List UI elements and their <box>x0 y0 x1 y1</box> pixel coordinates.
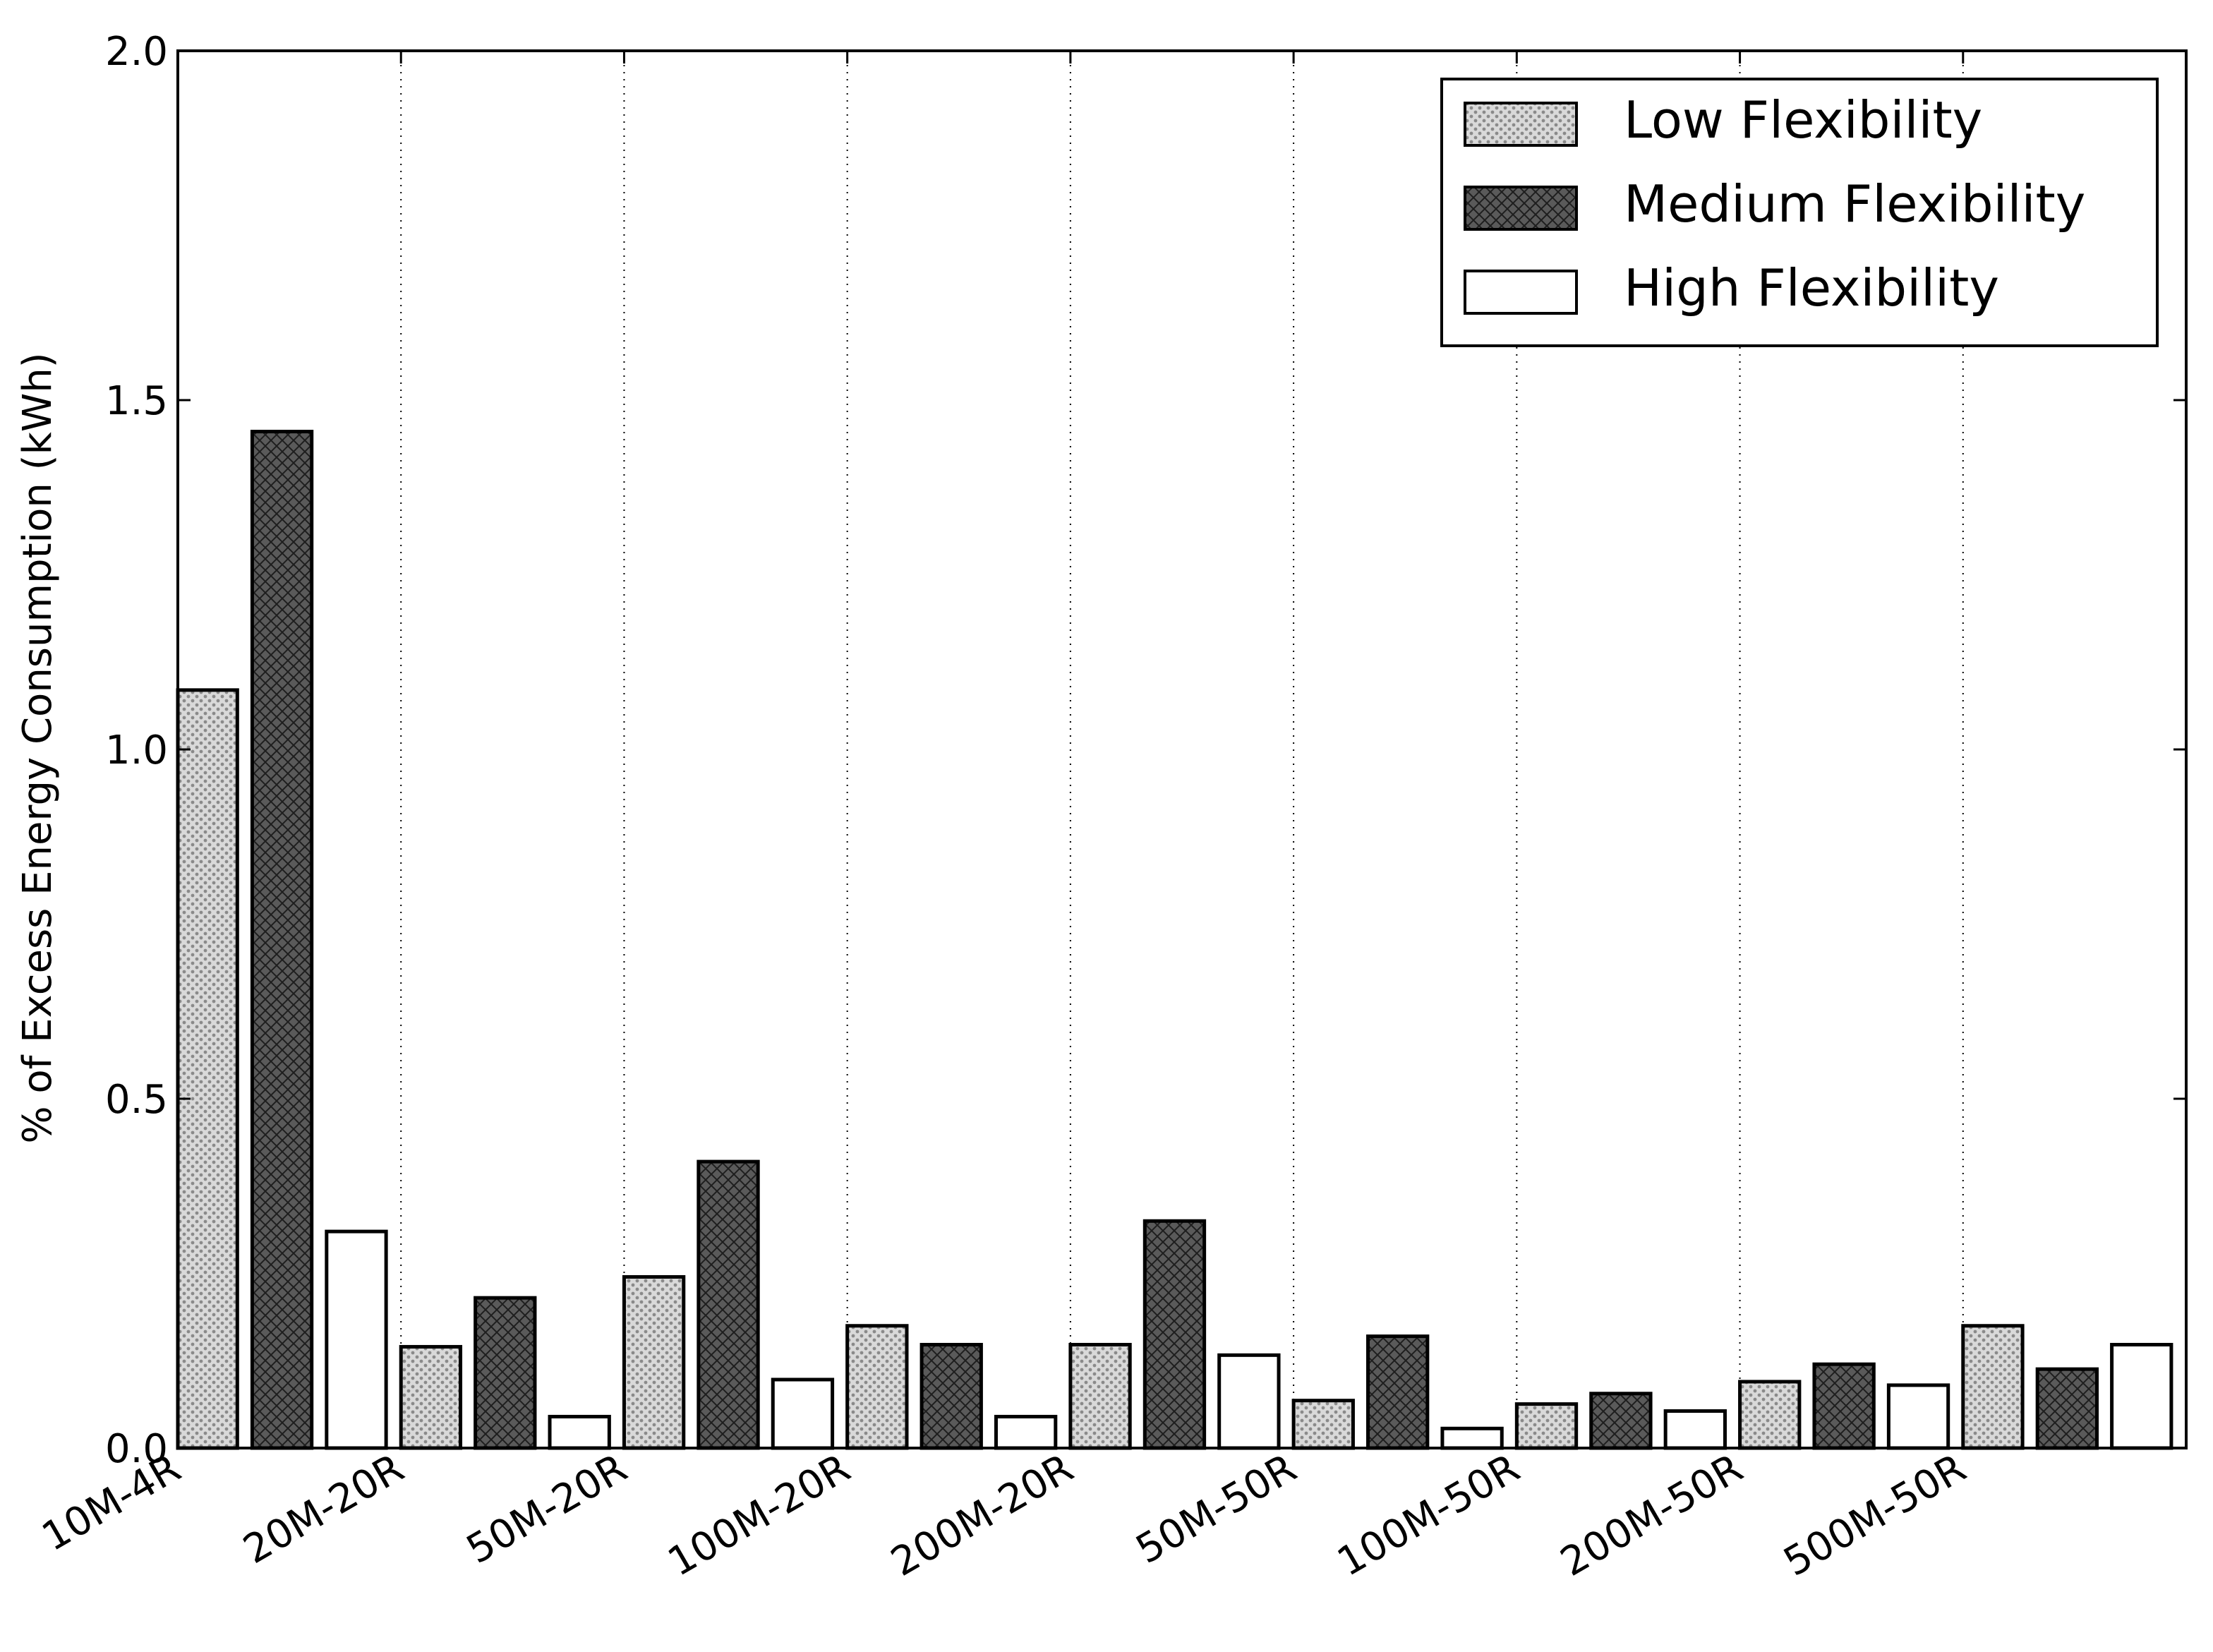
y-tick-label: 2.0 <box>105 29 168 75</box>
bar-low-flexibility <box>622 1274 686 1450</box>
bar-low-flexibility <box>845 1324 909 1450</box>
legend-swatch <box>1464 102 1578 147</box>
bar-high-flexibility <box>1886 1383 1950 1450</box>
bar-low-flexibility <box>399 1344 463 1450</box>
bar-low-flexibility <box>1514 1402 1579 1450</box>
bar-high-flexibility <box>548 1414 611 1450</box>
bar-low-flexibility <box>1961 1324 2025 1450</box>
bar-high-flexibility <box>2110 1342 2173 1450</box>
bar-low-flexibility <box>1068 1342 1132 1450</box>
x-tick-label: 500M-50R <box>1776 1445 1974 1586</box>
legend: Low Flexibility Medium Flexibility High Fl… <box>1440 78 2159 347</box>
x-tick-label: 20M-20R <box>236 1445 411 1573</box>
bars-group <box>176 430 2173 1450</box>
x-tick-label: 200M-20R <box>884 1445 1081 1586</box>
x-tick-label: 50M-50R <box>1128 1445 1304 1573</box>
bar-medium-flexibility <box>919 1342 983 1450</box>
x-tick-label: 200M-50R <box>1553 1445 1751 1586</box>
bar-high-flexibility <box>1217 1353 1281 1450</box>
tick-marks <box>176 49 2188 1449</box>
y-axis-label: % of Excess Energy Consumption (kWh) <box>15 352 61 1143</box>
bar-high-flexibility <box>1663 1409 1727 1450</box>
legend-label: Medium Flexibility <box>1624 174 2085 234</box>
bar-medium-flexibility <box>1589 1392 1653 1450</box>
x-tick-label: 100M-50R <box>1330 1445 1528 1586</box>
bar-medium-flexibility <box>2035 1367 2099 1450</box>
bar-medium-flexibility <box>474 1296 537 1450</box>
y-tick-label: 1.0 <box>105 728 168 773</box>
legend-label: Low Flexibility <box>1624 90 1982 150</box>
y-tick-label: 0.5 <box>105 1077 168 1123</box>
bar-high-flexibility <box>1440 1426 1504 1450</box>
legend-swatch <box>1464 186 1578 231</box>
legend-swatch <box>1464 270 1578 315</box>
legend-label: High Flexibility <box>1624 258 1999 318</box>
bar-high-flexibility <box>325 1229 388 1450</box>
bar-low-flexibility <box>1738 1380 1802 1450</box>
bar-high-flexibility <box>994 1414 1058 1450</box>
bar-medium-flexibility <box>1812 1362 1876 1450</box>
bar-low-flexibility <box>1291 1399 1355 1450</box>
bar-low-flexibility <box>176 688 239 1450</box>
bar-high-flexibility <box>771 1377 835 1450</box>
x-tick-label: 50M-20R <box>459 1445 634 1573</box>
y-tick-label: 0.0 <box>105 1426 168 1472</box>
bar-medium-flexibility <box>697 1159 760 1450</box>
bar-medium-flexibility <box>1142 1219 1207 1450</box>
x-tick-label: 100M-20R <box>661 1445 858 1586</box>
bar-medium-flexibility <box>250 430 314 1450</box>
y-tick-label: 1.5 <box>105 378 168 424</box>
bar-medium-flexibility <box>1366 1334 1430 1450</box>
